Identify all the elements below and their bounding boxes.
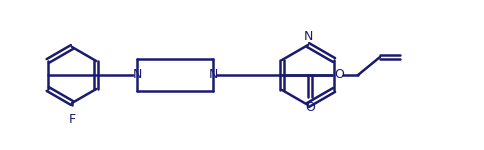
Text: N: N	[208, 69, 217, 81]
Text: F: F	[68, 113, 76, 126]
Text: O: O	[304, 101, 314, 114]
Text: O: O	[333, 69, 343, 81]
Text: N: N	[302, 30, 312, 43]
Text: N: N	[132, 69, 141, 81]
